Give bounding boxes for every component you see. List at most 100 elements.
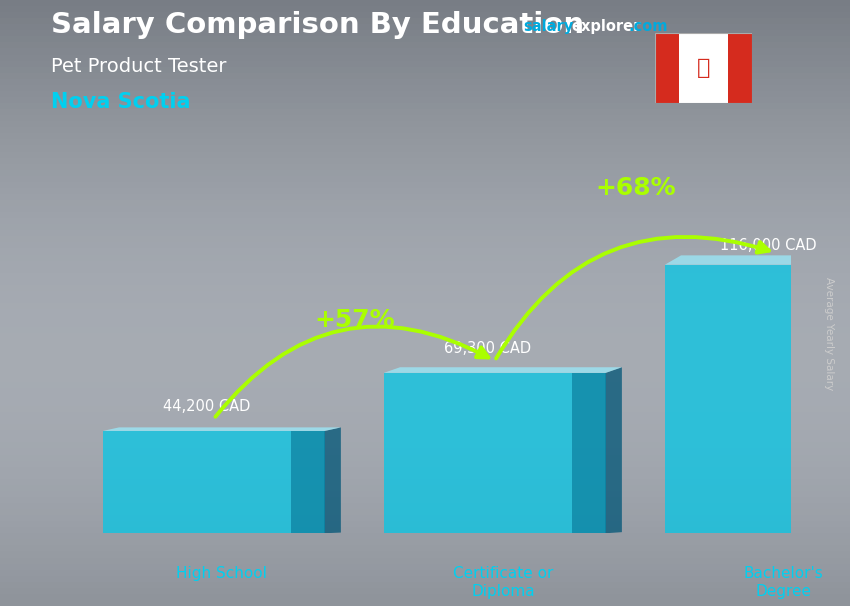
Text: Average Yearly Salary: Average Yearly Salary bbox=[824, 277, 834, 390]
Bar bbox=[0, 73, 850, 79]
Bar bbox=[0, 539, 850, 545]
Bar bbox=[0, 152, 850, 158]
Bar bbox=[0, 588, 850, 594]
Text: +57%: +57% bbox=[314, 307, 394, 331]
Bar bbox=[0, 24, 850, 30]
Bar bbox=[0, 333, 850, 339]
Bar bbox=[0, 279, 850, 285]
Bar bbox=[0, 200, 850, 206]
Bar bbox=[0, 400, 850, 406]
Bar bbox=[0, 430, 850, 436]
Text: 69,300 CAD: 69,300 CAD bbox=[444, 341, 531, 356]
Bar bbox=[0, 145, 850, 152]
Bar bbox=[0, 509, 850, 515]
Bar bbox=[0, 61, 850, 67]
Polygon shape bbox=[325, 427, 341, 533]
Bar bbox=[0, 194, 850, 200]
Text: Salary Comparison By Education: Salary Comparison By Education bbox=[51, 12, 584, 39]
Bar bbox=[0, 164, 850, 170]
Text: 🍁: 🍁 bbox=[697, 58, 710, 78]
Bar bbox=[0, 418, 850, 424]
Bar bbox=[0, 55, 850, 61]
Bar bbox=[0, 42, 850, 48]
Bar bbox=[0, 182, 850, 188]
Bar bbox=[0, 558, 850, 564]
Text: High School: High School bbox=[177, 567, 267, 581]
Bar bbox=[0, 364, 850, 370]
Polygon shape bbox=[605, 367, 622, 533]
Text: Certificate or
Diploma: Certificate or Diploma bbox=[453, 567, 553, 599]
Bar bbox=[0, 158, 850, 164]
Bar bbox=[0, 85, 850, 91]
Bar bbox=[0, 170, 850, 176]
Bar bbox=[0, 436, 850, 442]
Bar bbox=[0, 230, 850, 236]
Bar bbox=[0, 18, 850, 24]
Bar bbox=[0, 406, 850, 412]
Bar bbox=[0, 576, 850, 582]
Bar bbox=[0, 67, 850, 73]
Bar bbox=[0, 248, 850, 255]
Bar bbox=[0, 503, 850, 509]
Bar bbox=[0, 551, 850, 558]
Bar bbox=[0, 309, 850, 315]
Bar bbox=[0, 424, 850, 430]
Bar bbox=[0, 261, 850, 267]
Bar bbox=[0, 454, 850, 461]
Bar bbox=[0, 303, 850, 309]
Bar bbox=[0, 30, 850, 36]
Bar bbox=[0, 176, 850, 182]
Bar bbox=[0, 473, 850, 479]
Bar bbox=[0, 345, 850, 351]
Bar bbox=[0, 0, 850, 6]
Bar bbox=[0, 376, 850, 382]
Bar bbox=[0, 12, 850, 18]
Bar bbox=[0, 521, 850, 527]
Bar bbox=[0, 515, 850, 521]
Bar bbox=[0, 6, 850, 12]
Bar bbox=[0, 351, 850, 358]
Text: +68%: +68% bbox=[595, 176, 676, 199]
Bar bbox=[0, 115, 850, 121]
Polygon shape bbox=[292, 431, 325, 533]
Bar bbox=[0, 321, 850, 327]
Bar bbox=[0, 212, 850, 218]
Bar bbox=[0, 382, 850, 388]
Bar bbox=[0, 327, 850, 333]
Bar bbox=[0, 236, 850, 242]
Text: .com: .com bbox=[629, 19, 668, 34]
Bar bbox=[0, 461, 850, 467]
Bar bbox=[0, 121, 850, 127]
Bar bbox=[0, 594, 850, 600]
Bar bbox=[0, 358, 850, 364]
Bar bbox=[654, 33, 679, 103]
Bar bbox=[0, 48, 850, 55]
Bar bbox=[0, 527, 850, 533]
Bar bbox=[0, 206, 850, 212]
Text: Nova Scotia: Nova Scotia bbox=[51, 92, 190, 112]
Bar bbox=[0, 370, 850, 376]
Bar bbox=[0, 297, 850, 303]
Bar bbox=[0, 600, 850, 606]
Bar bbox=[0, 91, 850, 97]
Text: 116,000 CAD: 116,000 CAD bbox=[720, 238, 817, 253]
Bar bbox=[0, 485, 850, 491]
Bar bbox=[0, 267, 850, 273]
Bar bbox=[0, 388, 850, 394]
Bar bbox=[0, 242, 850, 248]
Bar bbox=[0, 412, 850, 418]
Text: 44,200 CAD: 44,200 CAD bbox=[162, 399, 250, 415]
Text: salary: salary bbox=[523, 19, 573, 34]
Bar bbox=[728, 33, 752, 103]
Bar bbox=[0, 285, 850, 291]
Bar bbox=[0, 533, 850, 539]
Bar bbox=[0, 224, 850, 230]
Polygon shape bbox=[383, 367, 622, 373]
Polygon shape bbox=[383, 373, 605, 533]
Text: explorer: explorer bbox=[571, 19, 641, 34]
Polygon shape bbox=[665, 255, 850, 265]
Bar bbox=[0, 497, 850, 503]
Bar bbox=[0, 97, 850, 103]
Text: Pet Product Tester: Pet Product Tester bbox=[51, 57, 226, 76]
Bar bbox=[0, 36, 850, 42]
